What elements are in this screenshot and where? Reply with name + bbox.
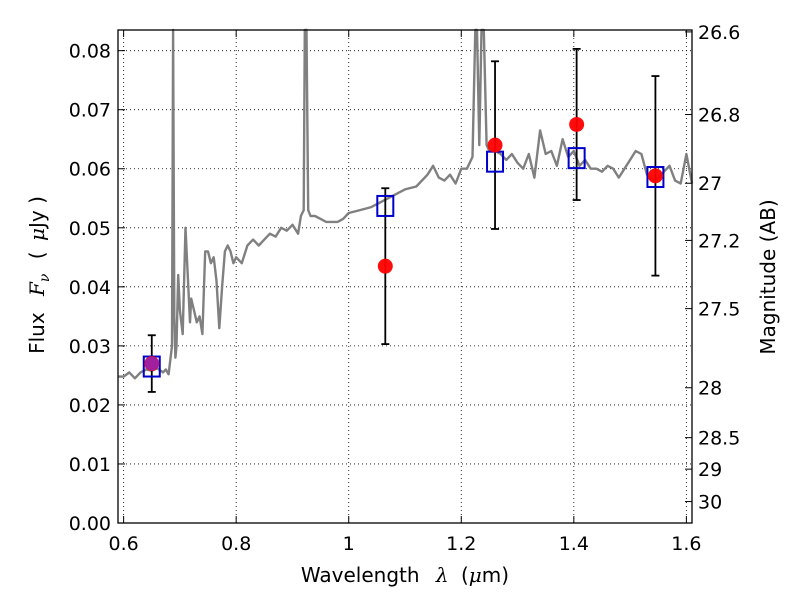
y-tick-label: 0.06 — [69, 159, 111, 181]
y-tick-label: 0.08 — [69, 41, 111, 63]
model-flux-square — [646, 166, 665, 189]
observed-flux-point — [647, 168, 663, 184]
model-flux-square — [567, 147, 586, 170]
magnitude-tick-label: 30 — [698, 492, 722, 514]
y-tick-label: 0.07 — [69, 100, 111, 122]
overlap-point — [144, 356, 159, 371]
magnitude-tick-label: 29 — [698, 459, 722, 481]
y-tick-label: 0.01 — [69, 454, 111, 476]
model-flux-square — [376, 194, 395, 217]
observed-flux-point — [377, 258, 393, 274]
magnitude-tick-label: 28 — [698, 378, 722, 400]
y-tick-label: 0.04 — [69, 277, 111, 299]
y-tick-label: 0.03 — [69, 336, 111, 358]
x-tick-label: 1 — [343, 533, 355, 555]
magnitude-tick-label: 27 — [698, 173, 722, 195]
x-tick-label: 1.4 — [559, 533, 589, 555]
magnitude-tick-label: 26.6 — [698, 22, 740, 44]
x-tick-label: 1.2 — [446, 533, 476, 555]
x-tick-label: 0.6 — [109, 533, 139, 555]
observed-flux-point — [569, 116, 585, 132]
y-tick-label: 0.02 — [69, 395, 111, 417]
x-tick-label: 0.8 — [221, 533, 251, 555]
magnitude-tick-label: 28.5 — [698, 428, 740, 450]
y-axis-label: Flux Fν ( μJy ) — [25, 196, 54, 354]
magnitude-tick-label: 26.8 — [698, 105, 740, 127]
y-tick-label: 0.00 — [69, 513, 111, 535]
spectrum-line — [118, 28, 694, 380]
spectrum-layer — [118, 28, 694, 380]
plot-frame — [117, 29, 693, 524]
magnitude-tick-label: 27.5 — [698, 299, 740, 321]
y-tick-label: 0.05 — [69, 218, 111, 240]
x-tick-label: 1.6 — [671, 533, 701, 555]
observed-flux-point — [487, 137, 503, 153]
magnitude-axis-label: Magnitude (AB) — [756, 199, 780, 354]
x-axis-label: Wavelength λ (μm) — [301, 563, 509, 587]
observed-points-layer — [144, 116, 663, 372]
ticks: 0.6 0.8 1 1.2 1.4 1.6 0.00 0.01 0.02 0.03 0.04 0.05… — [69, 22, 741, 555]
magnitude-tick-label: 27.2 — [698, 230, 740, 252]
model-points-layer — [142, 147, 665, 378]
